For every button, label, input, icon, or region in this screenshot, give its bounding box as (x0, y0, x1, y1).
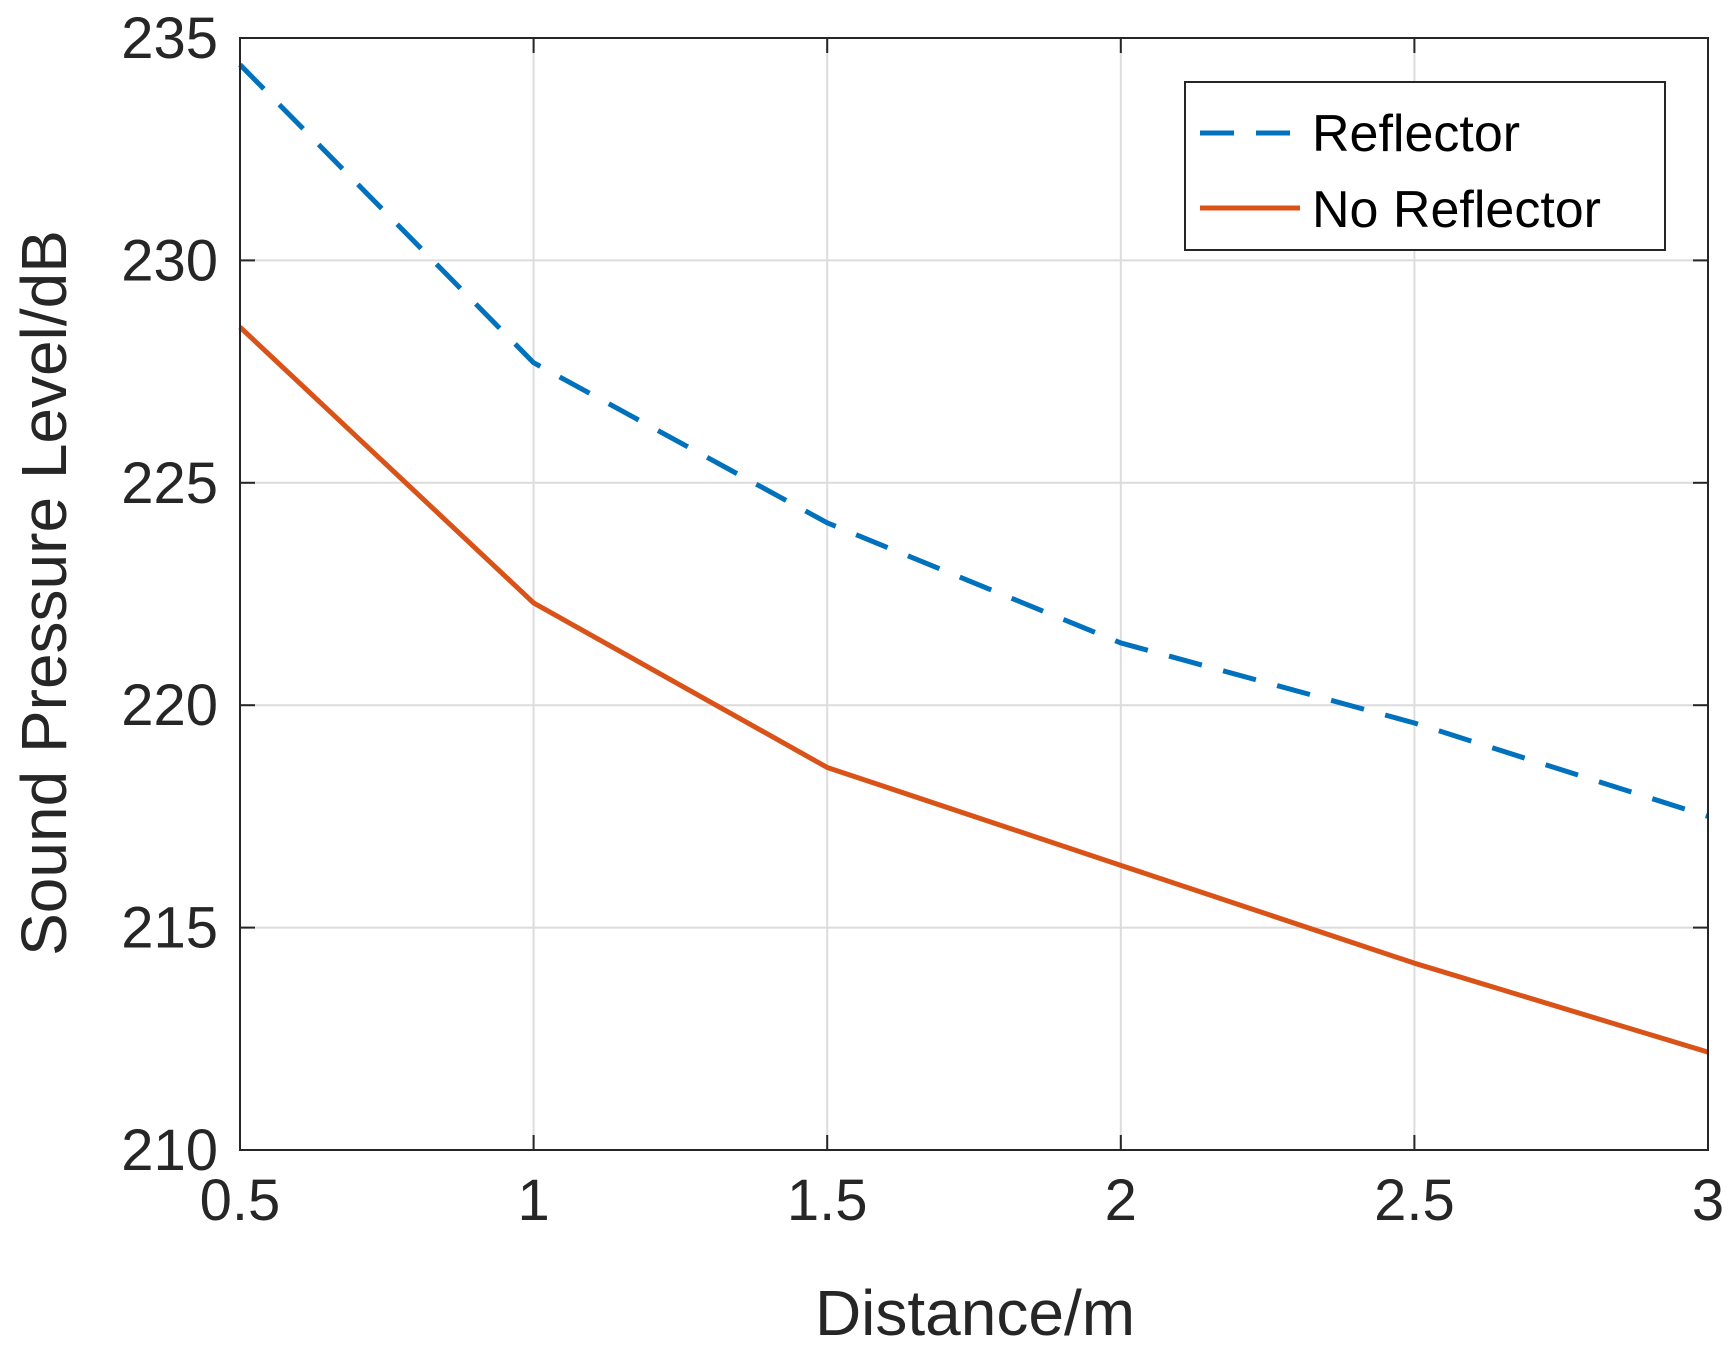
y-tick-label: 210 (121, 1118, 218, 1183)
series-lines (238, 62, 1709, 1055)
x-tick-label: 0.5 (200, 1168, 281, 1233)
x-tick-label: 2 (1105, 1168, 1137, 1233)
x-tick-label: 1.5 (787, 1168, 868, 1233)
axes-box (239, 37, 1709, 1151)
series-line-no-reflector (238, 325, 1709, 1055)
y-tick-label: 230 (121, 228, 218, 293)
x-tick-label: 1 (517, 1168, 549, 1233)
x-axis-label: Distance/m (815, 1277, 1135, 1349)
x-tick-label: 3 (1692, 1168, 1724, 1233)
x-tick-labels: 0.5 1 1.5 2 2.5 3 (200, 1168, 1724, 1233)
y-axis-label: Sound Pressure Level/dB (8, 230, 80, 956)
x-tick-label: 2.5 (1374, 1168, 1455, 1233)
y-tick-labels: 210 215 220 225 230 235 (121, 6, 218, 1183)
legend-label-reflector: Reflector (1312, 105, 1520, 163)
y-tick-label: 225 (121, 451, 218, 516)
y-tick-label: 220 (121, 673, 218, 738)
y-tick-label: 235 (121, 6, 218, 71)
legend-label-no-reflector: No Reflector (1312, 181, 1601, 239)
y-tick-label: 215 (121, 896, 218, 961)
axis-ticks (239, 37, 1709, 1151)
legend-box (1184, 81, 1666, 251)
series-line-reflector (238, 62, 1709, 819)
legend: Reflector No Reflector (1184, 81, 1666, 251)
